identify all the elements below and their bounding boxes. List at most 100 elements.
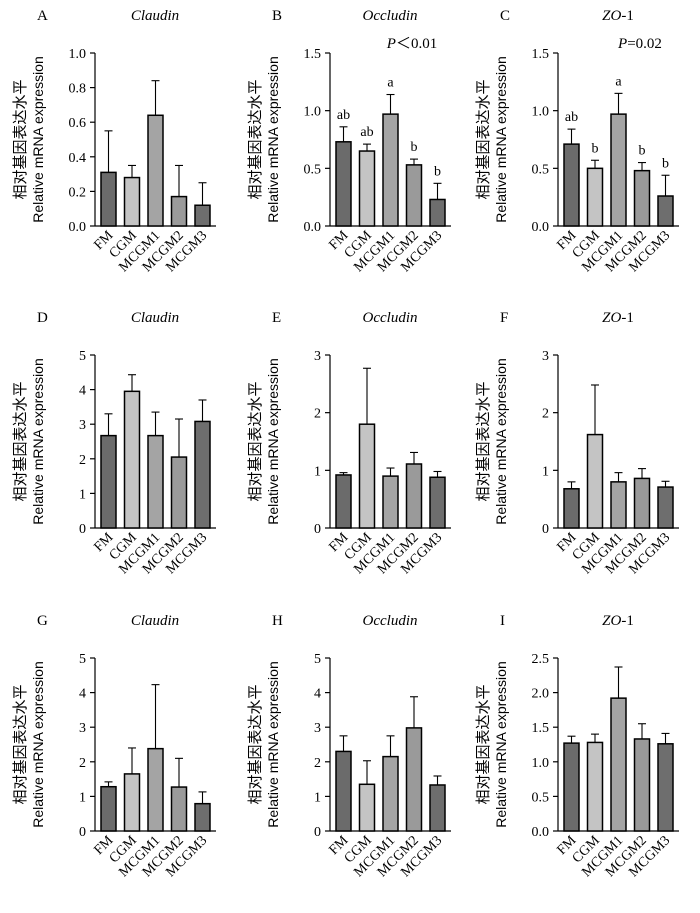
y-tick-label: 1 <box>314 464 321 479</box>
panel-title: Claudin <box>131 8 179 24</box>
y-axis-label-cn: 相对基因表达水平 <box>12 684 29 804</box>
panel-letter: B <box>272 8 282 24</box>
significance-letter: a <box>615 74 622 89</box>
y-tick-label: 1.0 <box>304 105 322 120</box>
y-tick-label: 5 <box>79 349 86 364</box>
y-axis-label-en: Relative mRNA expression <box>30 56 46 223</box>
bar <box>657 195 674 227</box>
y-axis-label-cn: 相对基因表达水平 <box>247 684 264 804</box>
panel-H: H Occludin 相对基因表达水平 Relative mRNA expressio… <box>247 613 451 880</box>
y-tick-label: 2 <box>314 756 321 771</box>
y-tick-label: 0 <box>79 825 86 840</box>
y-axis-label-en: Relative mRNA expression <box>265 358 281 525</box>
bar <box>335 750 352 832</box>
bar <box>586 167 604 227</box>
y-axis-label-en: Relative mRNA expression <box>265 56 281 223</box>
bar <box>610 481 627 529</box>
y-tick-label: 4 <box>79 687 86 702</box>
panel-title: ZO-1 <box>602 310 634 326</box>
y-tick-label: 1.5 <box>304 47 322 62</box>
y-tick-label: 5 <box>314 652 321 667</box>
panel-C: C ZO-1 P=0.02 相对基因表达水平 Relative mRNA express… <box>475 8 679 275</box>
significance-letter: b <box>411 140 418 155</box>
panel-B: B Occludin P＜0.01 相对基因表达水平 Relative mRNA exp… <box>247 8 451 275</box>
y-tick-label: 0.0 <box>69 220 87 235</box>
bar <box>194 802 211 832</box>
bar <box>358 423 376 529</box>
bar <box>194 420 211 529</box>
bar <box>657 743 674 832</box>
y-tick-label: 2.5 <box>532 652 550 667</box>
y-axis-label-cn: 相对基因表达水平 <box>247 381 264 501</box>
y-tick-label: 0.4 <box>69 151 87 166</box>
panel-letter: F <box>500 310 508 326</box>
panel-title: Occludin <box>363 310 418 326</box>
panel-letter: C <box>500 8 510 24</box>
bar <box>563 742 580 832</box>
panel-title: ZO-1 <box>602 8 634 24</box>
y-tick-label: 0.0 <box>532 220 550 235</box>
bar <box>382 475 399 529</box>
bar <box>563 488 580 529</box>
panel-E: E Occludin 相对基因表达水平 Relative mRNA expressio… <box>247 310 451 577</box>
y-tick-label: 4 <box>314 687 321 702</box>
bar <box>633 738 651 832</box>
panel-A: A Claudin 相对基因表达水平 Relative mRNA expression… <box>12 8 216 275</box>
y-tick-label: 0.6 <box>69 116 87 131</box>
bar <box>586 433 604 529</box>
y-tick-label: 1 <box>542 464 549 479</box>
bar <box>147 434 164 529</box>
y-tick-label: 3 <box>542 349 549 364</box>
bar <box>382 755 399 832</box>
y-axis-label-cn: 相对基因表达水平 <box>12 79 29 199</box>
y-axis-label-cn: 相对基因表达水平 <box>475 381 492 501</box>
y-tick-label: 1.0 <box>532 105 550 120</box>
panel-letter: G <box>37 613 48 629</box>
bar <box>170 786 188 832</box>
panel-I: I ZO-1 相对基因表达水平 Relative mRNA expression 0.0… <box>475 613 679 880</box>
y-axis-label-en: Relative mRNA expression <box>493 358 509 525</box>
bar <box>633 169 651 227</box>
significance-letter: b <box>592 141 599 156</box>
y-tick-label: 0.2 <box>69 185 87 200</box>
y-tick-label: 0 <box>314 825 321 840</box>
bar <box>429 784 446 832</box>
bar <box>147 114 164 227</box>
significance-letter: b <box>662 156 669 171</box>
y-tick-label: 3 <box>79 721 86 736</box>
panel-stat: P=0.02 <box>617 36 662 52</box>
panel-G: G Claudin 相对基因表达水平 Relative mRNA expression… <box>12 613 216 880</box>
bar <box>657 486 674 529</box>
y-tick-label: 5 <box>79 652 86 667</box>
y-tick-label: 2 <box>79 756 86 771</box>
significance-letter: ab <box>565 110 578 125</box>
y-axis-label-en: Relative mRNA expression <box>493 56 509 223</box>
bar <box>633 477 651 529</box>
panel-title: Claudin <box>131 310 179 326</box>
y-tick-label: 1.0 <box>69 47 87 62</box>
bar <box>429 198 446 227</box>
bar <box>170 456 188 529</box>
y-tick-label: 1.5 <box>532 721 550 736</box>
bar <box>123 773 141 832</box>
significance-letter: a <box>387 76 394 91</box>
y-tick-label: 1.5 <box>532 47 550 62</box>
significance-letter: b <box>639 144 646 159</box>
panel-title: ZO-1 <box>602 613 634 629</box>
y-tick-label: 2 <box>79 453 86 468</box>
panel-F: F ZO-1 相对基因表达水平 Relative mRNA expression 0 1 2… <box>475 310 679 577</box>
y-axis-label-cn: 相对基因表达水平 <box>475 684 492 804</box>
y-tick-label: 0.5 <box>532 790 550 805</box>
panel-letter: I <box>500 613 505 629</box>
y-tick-label: 1 <box>79 487 86 502</box>
bar <box>405 164 423 227</box>
bar <box>123 176 141 227</box>
bar <box>429 476 446 529</box>
y-axis-label-en: Relative mRNA expression <box>493 661 509 828</box>
bar <box>358 783 376 832</box>
panel-title: Claudin <box>131 613 179 629</box>
bar <box>147 747 164 832</box>
y-tick-label: 4 <box>79 384 86 399</box>
significance-letter: ab <box>337 108 350 123</box>
